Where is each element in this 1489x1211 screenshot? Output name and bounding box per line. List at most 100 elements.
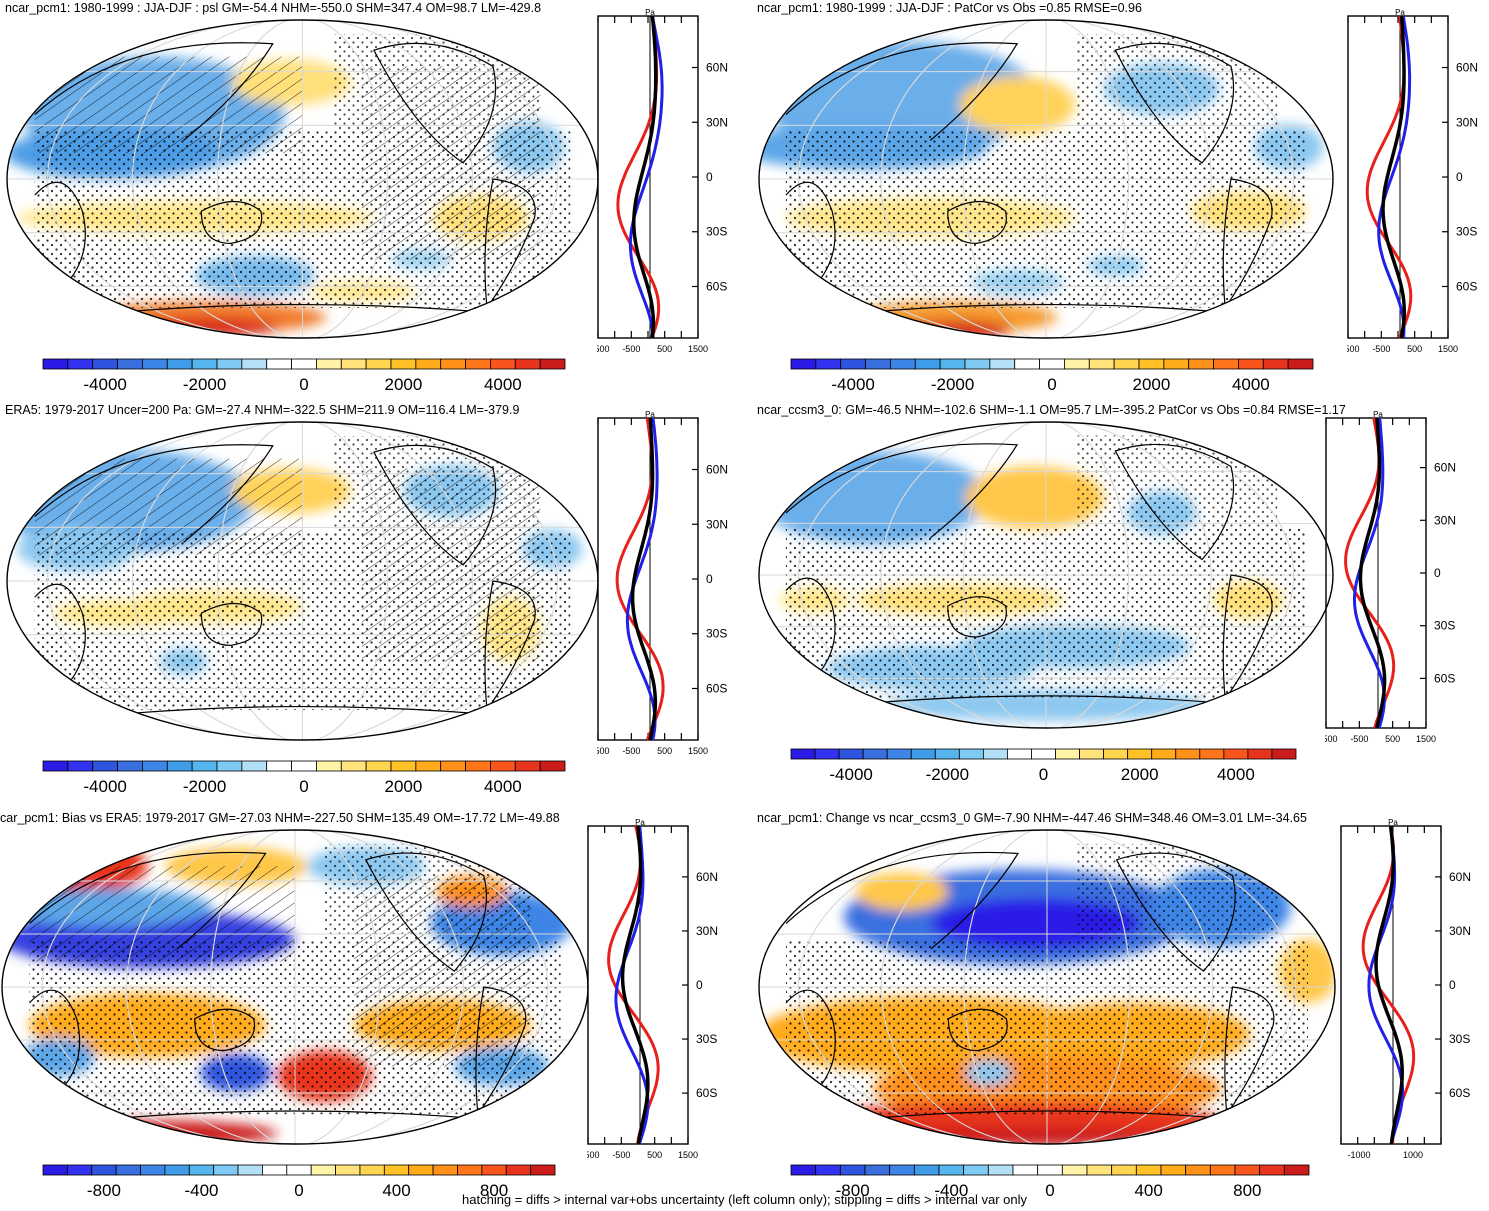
latitude-label: 0: [1456, 170, 1463, 184]
latitude-label: 30N: [1434, 513, 1456, 527]
map-plot: [758, 19, 1334, 339]
colorbar-swatch: [505, 1164, 532, 1176]
coastline-eurasia: [785, 42, 1019, 141]
anomaly-region: [965, 466, 1104, 529]
colorbar-swatch: [142, 358, 168, 370]
colorbar-swatch: [539, 358, 566, 370]
colorbar-tick-label: 4000: [1232, 375, 1270, 394]
colorbar-tick-label: -2000: [183, 375, 226, 394]
colorbar-swatch: [1238, 358, 1264, 370]
colorbar-swatch: [188, 1164, 215, 1176]
zonal-mean-profile: Pa -1500 -500 500 1500 60N 30N 0 30S 60S: [1347, 8, 1478, 354]
profile-curve: [1361, 825, 1416, 1145]
map-plot: [6, 19, 599, 339]
colorbar: -4000 -2000 0 2000 4000: [42, 358, 566, 394]
map-plot: [758, 421, 1334, 729]
profile-x-tick-label: 1500: [688, 746, 708, 756]
colorbar-swatch: [839, 1164, 866, 1176]
colorbar-swatch: [886, 748, 912, 760]
colorbar-swatch: [1111, 1164, 1137, 1176]
colorbar-swatch: [390, 358, 417, 370]
zonal-mean-profile: Pa -1500 -500 500 1500 60N 30N 0 30S 60S: [587, 818, 718, 1160]
colorbar-swatch: [390, 760, 417, 772]
profile-x-tick-label: -1500: [1325, 734, 1338, 744]
colorbar-swatch: [1283, 1164, 1310, 1176]
anomaly-region: [855, 872, 949, 911]
colorbar-swatch: [440, 760, 466, 772]
colorbar-swatch: [790, 748, 816, 760]
colorbar-swatch: [939, 358, 966, 370]
latitude-label: 0: [1434, 566, 1441, 580]
colorbar-swatch: [1113, 358, 1140, 370]
colorbar-swatch: [914, 358, 941, 370]
colorbar-swatch: [1039, 358, 1065, 370]
colorbar-tick-label: 4000: [484, 375, 522, 394]
colorbar-swatch: [913, 1164, 940, 1176]
colorbar-swatch: [241, 760, 268, 772]
profile-x-tick-label: 1500: [1438, 344, 1458, 354]
colorbar-swatch: [1135, 1164, 1162, 1176]
latitude-label: 60N: [1449, 870, 1471, 884]
latitude-label: 30S: [706, 225, 727, 239]
map-plot: [6, 421, 599, 741]
profile-x-tick-label: -1500: [597, 344, 610, 354]
panel-title: ncar_pcm1: 1980-1999 : JJA-DJF : PatCor …: [757, 1, 1142, 15]
colorbar-swatch: [340, 358, 367, 370]
colorbar-swatch: [191, 760, 218, 772]
colorbar-swatch: [1151, 748, 1177, 760]
colorbar-swatch: [1160, 1164, 1187, 1176]
panel-title: ERA5: 1979-2017 Uncer=200 Pa: GM=-27.4 N…: [5, 403, 520, 417]
profile-curve: [628, 15, 664, 339]
latitude-label: 60N: [706, 61, 728, 75]
coastline-africa: [785, 577, 836, 684]
profile-curve: [625, 417, 659, 741]
colorbar-swatch: [310, 1164, 336, 1176]
colorbar-swatch: [1061, 1164, 1088, 1176]
profile-x-tick-label: -1500: [597, 746, 610, 756]
panel-title: ncar_pcm1: Change vs ncar_ccsm3_0 GM=-7.…: [757, 811, 1307, 825]
latitude-label: 30N: [1456, 115, 1478, 129]
colorbar: -800 -400 0 400 800: [790, 1164, 1310, 1200]
profile-curve: [1358, 417, 1387, 729]
colorbar-swatch: [91, 1164, 117, 1176]
colorbar-swatch: [316, 358, 342, 370]
coastline-north-america: [364, 852, 487, 972]
map-plot: [1, 829, 589, 1145]
colorbar-swatch: [42, 1164, 68, 1176]
profile-curve: [620, 825, 650, 1145]
coastline-africa: [34, 181, 86, 293]
colorbar-swatch: [989, 358, 1016, 370]
coastline-africa: [34, 583, 86, 695]
profile-unit: Pa: [635, 818, 645, 827]
colorbar-swatch: [440, 358, 466, 370]
profile-x-tick-label: 1500: [1416, 734, 1436, 744]
colorbar-swatch: [383, 1164, 410, 1176]
colorbar-swatch: [1031, 748, 1056, 760]
latitude-label: 60S: [1456, 279, 1477, 293]
panel-title: ncar_pcm1: 1980-1999 : JJA-DJF : psl GM=…: [5, 1, 542, 15]
zonal-mean-profile: Pa -1500 -500 500 1500 60N 30N 0 30S 60S: [597, 8, 728, 354]
colorbar-swatch: [262, 1164, 288, 1176]
colorbar-tick-label: -2000: [183, 777, 226, 796]
colorbar-tick-label: 2000: [1133, 375, 1171, 394]
colorbar-tick-label: 2000: [385, 375, 423, 394]
coastline-south-america: [484, 580, 536, 712]
colorbar-swatch: [1086, 1164, 1113, 1176]
latitude-label: 60S: [1449, 1086, 1470, 1100]
coastline-africa: [29, 989, 81, 1099]
colorbar-swatch: [514, 760, 541, 772]
colorbar-tick-label: -4000: [829, 765, 872, 784]
colorbar-swatch: [335, 1164, 361, 1176]
profile-x-tick-label: -500: [622, 344, 640, 354]
coastline-australia: [200, 201, 263, 245]
coastline-australia: [947, 201, 1007, 245]
colorbar-swatch: [862, 748, 888, 760]
colorbar-swatch: [266, 358, 292, 370]
colorbar-swatch: [340, 760, 367, 772]
latitude-label: 0: [706, 572, 713, 586]
colorbar-tick-label: -800: [836, 1181, 870, 1200]
zonal-mean-profile: Pa -1000 1000 60N 30N 0 30S 60S: [1340, 818, 1471, 1160]
colorbar-swatch: [514, 358, 541, 370]
colorbar-swatch: [1223, 748, 1249, 760]
colorbar-swatch: [42, 358, 69, 370]
